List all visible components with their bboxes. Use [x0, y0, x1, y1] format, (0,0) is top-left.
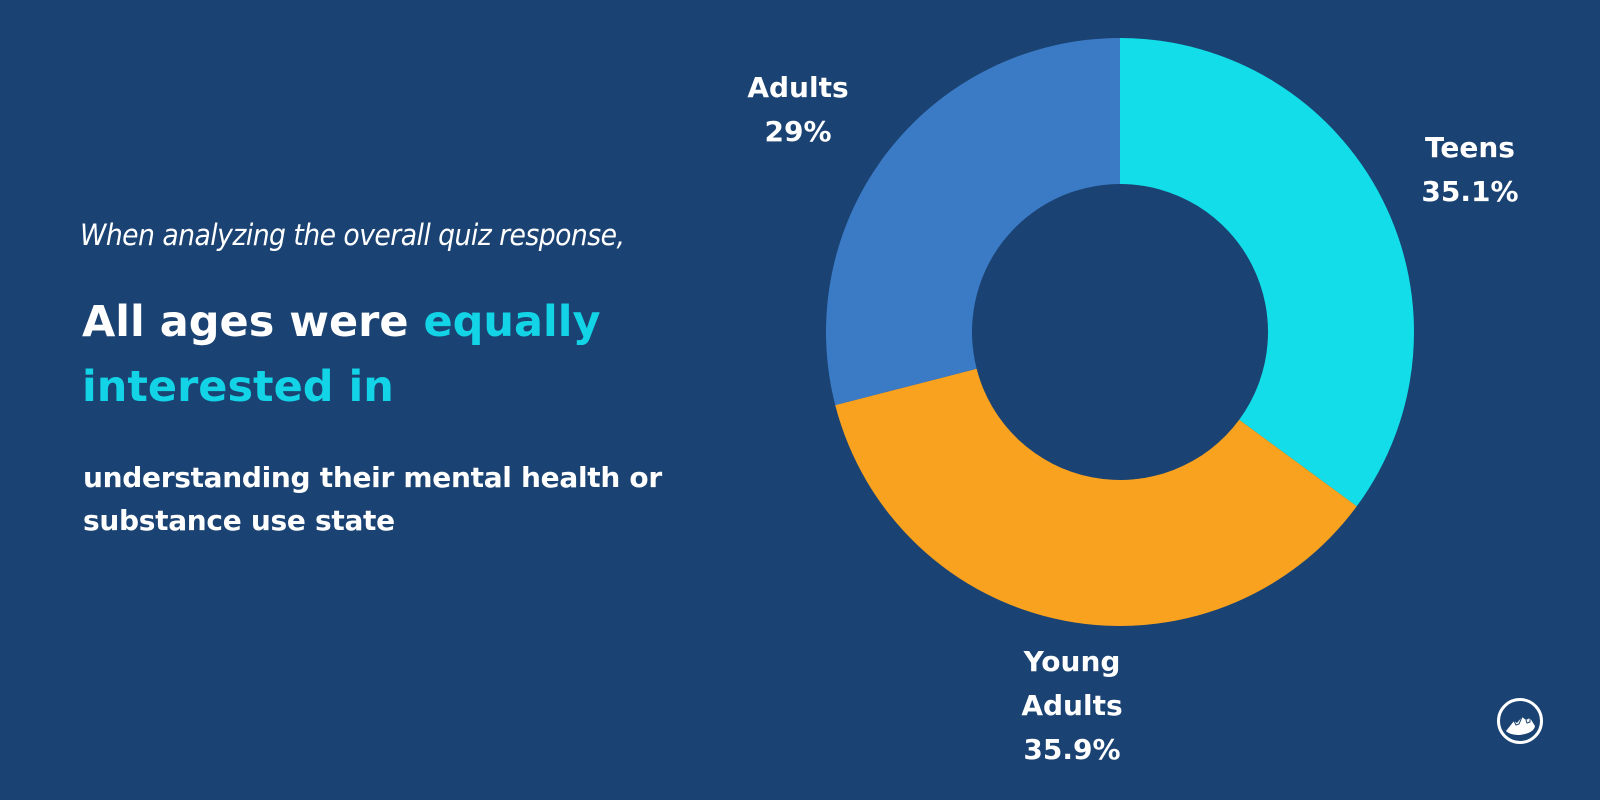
headline-white: All ages were — [82, 297, 424, 347]
label-young-adults-value: 35.9% — [1023, 733, 1121, 766]
label-adults-name: Adults — [747, 71, 849, 104]
headline-accent-1: equally — [423, 297, 601, 347]
label-young-adults-name-2: Adults — [1021, 689, 1123, 722]
label-adults-value: 29% — [764, 115, 832, 148]
label-teens: Teens 35.1% — [1390, 126, 1550, 214]
label-young-adults-name-1: Young — [1023, 645, 1121, 678]
headline: All ages were equally interested in — [82, 290, 702, 420]
intro-text: When analyzing the overall quiz response… — [80, 218, 625, 252]
donut-slice-adults — [826, 38, 1120, 406]
subheadline: understanding their mental health or sub… — [83, 461, 662, 537]
label-adults: Adults 29% — [718, 66, 878, 154]
mountain-circle-logo-icon — [1497, 698, 1543, 744]
donut-slice-teens — [1120, 38, 1414, 507]
headline-accent-2: interested in — [82, 362, 394, 412]
label-teens-name: Teens — [1425, 131, 1515, 164]
label-teens-value: 35.1% — [1421, 175, 1519, 208]
donut-slice-young-adults — [835, 368, 1357, 626]
label-young-adults: Young Adults 35.9% — [992, 640, 1152, 772]
